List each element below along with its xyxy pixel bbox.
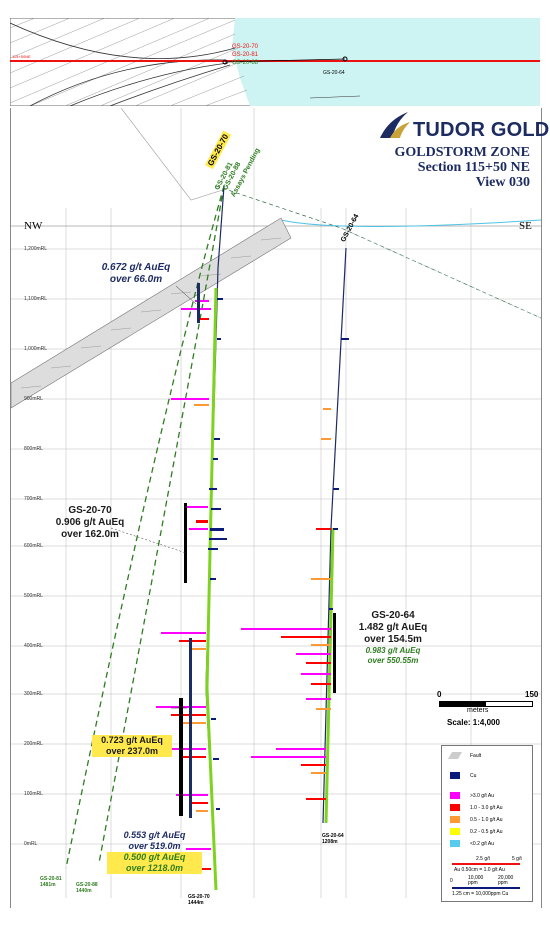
rl-0: 0mRL bbox=[24, 841, 38, 847]
cross-section bbox=[10, 108, 542, 908]
cu-bars-gs-20-70 bbox=[208, 298, 227, 810]
rl-600: 600mRL bbox=[24, 543, 43, 549]
intercept-callout-gs-20-70: GS-20-70 0.906 g/t AuEq over 162.0m bbox=[55, 505, 125, 540]
legend: Fault Cu >3.0 g/t Au 1.0 - 3.0 g/t Au 0.… bbox=[441, 745, 533, 902]
legend-au-1-3: 1.0 - 3.0 g/t Au bbox=[450, 804, 503, 811]
intercept-callout-5: 0.553 g/t AuEq over 519.0m 0.500 g/t AuE… bbox=[107, 830, 202, 874]
inset-hole-81: GS-20-81 bbox=[232, 52, 259, 58]
intercept-callout-4: 0.723 g/t AuEq over 237.0m bbox=[92, 735, 172, 757]
scale-bar: 0 150 meters Scale: 1:4,000 bbox=[437, 690, 547, 730]
eoh-gs-20-64: GS-20-64 1208m bbox=[322, 833, 344, 845]
logo-text: TUDOR GOLD bbox=[413, 119, 550, 141]
hole-trace-gs-20-64 bbox=[322, 247, 347, 824]
intercept-callout-gs-20-64: GS-20-64 1.482 g/t AuEq over 154.5m 0.98… bbox=[358, 610, 428, 665]
hatched-fault-zone bbox=[10, 18, 248, 106]
legend-fault: Fault bbox=[447, 752, 481, 759]
rl-700: 700mRL bbox=[24, 496, 43, 502]
assay-bars-gs-20-64 bbox=[241, 408, 331, 800]
rl-900: 900mRL bbox=[24, 396, 43, 402]
hole-trace-gs-20-88 bbox=[98, 185, 225, 864]
tudor-gold-logo-icon bbox=[380, 112, 410, 138]
scale-max: 150 bbox=[525, 690, 539, 699]
rl-800: 800mRL bbox=[24, 446, 43, 452]
legend-au-05-1: 0.5 - 1.0 g/t Au bbox=[450, 816, 503, 823]
rl-300: 300mRL bbox=[24, 691, 43, 697]
rl-1100: 1,100mRL bbox=[24, 296, 48, 302]
eoh-gs-20-88: GS-20-88 1440m bbox=[76, 882, 98, 894]
rl-500: 500mRL bbox=[24, 593, 43, 599]
fault-zone bbox=[11, 217, 292, 409]
inset-section-label: 115+50NE bbox=[12, 54, 31, 59]
inset-hole-88: GS-20-88 bbox=[232, 60, 259, 66]
title-block: GOLDSTORM ZONE Section 115+50 NE View 03… bbox=[395, 145, 531, 190]
section-title: Section 115+50 NE bbox=[417, 160, 530, 175]
intercept-callout-1: 0.672 g/t AuEq over 66.0m bbox=[101, 262, 171, 285]
rl-1200: 1,200mRL bbox=[24, 246, 48, 252]
direction-nw: NW bbox=[24, 220, 43, 232]
inset-hole-64: GS-20-64 bbox=[323, 70, 345, 76]
scale-label: Scale: 1:4,000 bbox=[447, 718, 500, 727]
legend-au-gt3: >3.0 g/t Au bbox=[450, 792, 494, 799]
eoh-gs-20-70: GS-20-70 1444m bbox=[188, 894, 210, 906]
rl-100: 100mRL bbox=[24, 791, 43, 797]
rl-400: 400mRL bbox=[24, 643, 43, 649]
zone-title: GOLDSTORM ZONE bbox=[394, 145, 531, 160]
eoh-gs-20-81: GS-20-81 1481m bbox=[40, 876, 62, 888]
rl-200: 200mRL bbox=[24, 741, 43, 747]
scale-zero: 0 bbox=[437, 690, 442, 699]
view-title: View 030 bbox=[475, 175, 530, 190]
legend-au-02-05: 0.2 - 0.5 g/t Au bbox=[450, 828, 503, 835]
rl-1000: 1,000mRL bbox=[24, 346, 48, 352]
legend-cu: Cu bbox=[450, 772, 476, 779]
legend-au-lt02: <0.2 g/t Au bbox=[450, 840, 494, 847]
assay-bars-gs-20-70 bbox=[156, 300, 211, 870]
inset-hole-70: GS-20-70 bbox=[232, 44, 259, 50]
cu-bars-gs-20-64 bbox=[329, 338, 349, 610]
inset-plan-map: 115+50NE GS-20-70 GS-20-81 GS-20-88 GS-2… bbox=[10, 18, 540, 106]
scale-unit: meters bbox=[467, 707, 489, 714]
direction-se: SE bbox=[519, 220, 532, 232]
